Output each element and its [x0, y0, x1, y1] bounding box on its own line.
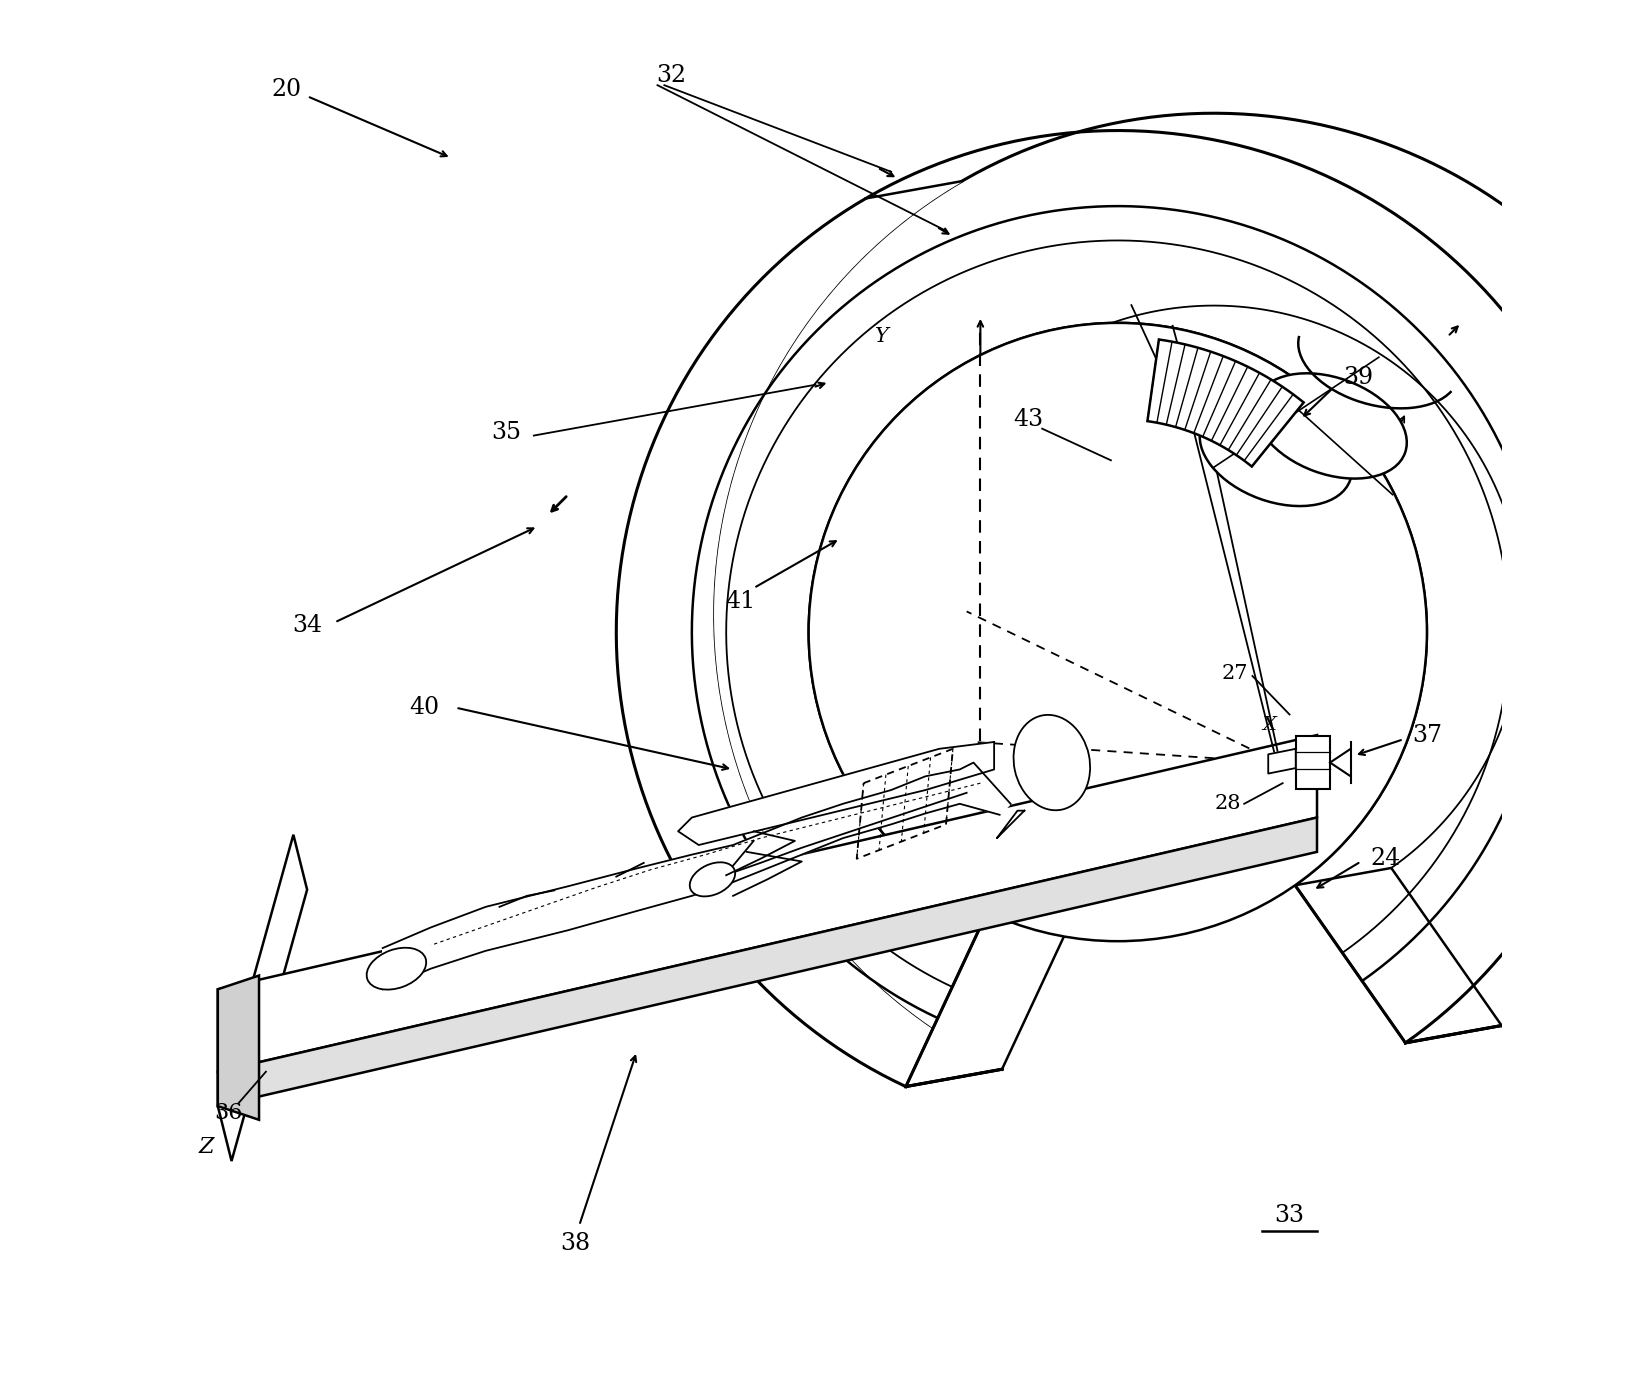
- Text: 40: 40: [409, 697, 438, 719]
- Text: 33: 33: [1273, 1205, 1304, 1227]
- Text: X: X: [1262, 716, 1275, 735]
- Text: 41: 41: [724, 591, 755, 613]
- Text: 38: 38: [559, 1232, 590, 1254]
- Text: 24: 24: [1369, 848, 1400, 870]
- Polygon shape: [1294, 868, 1501, 1043]
- Bar: [1294, 736, 1328, 789]
- Text: 28: 28: [1214, 794, 1240, 813]
- Text: 35: 35: [491, 422, 522, 444]
- Polygon shape: [996, 811, 1024, 838]
- Text: 27: 27: [1221, 664, 1247, 683]
- Text: 34: 34: [292, 614, 323, 636]
- Polygon shape: [616, 181, 1001, 1087]
- Polygon shape: [218, 834, 306, 1161]
- Polygon shape: [1148, 339, 1302, 467]
- Ellipse shape: [1253, 374, 1407, 478]
- Text: 20: 20: [271, 78, 302, 100]
- Ellipse shape: [1200, 401, 1351, 506]
- Text: 37: 37: [1412, 724, 1441, 746]
- Text: 36: 36: [215, 1102, 243, 1124]
- Polygon shape: [678, 742, 994, 845]
- Polygon shape: [383, 763, 1011, 989]
- Text: Z: Z: [199, 1136, 215, 1158]
- Text: 39: 39: [1343, 367, 1372, 389]
- Polygon shape: [218, 976, 259, 1120]
- Polygon shape: [218, 735, 1315, 1072]
- Polygon shape: [905, 894, 1082, 1087]
- Ellipse shape: [367, 948, 425, 989]
- Ellipse shape: [808, 323, 1426, 941]
- Polygon shape: [1268, 749, 1294, 774]
- Ellipse shape: [689, 863, 735, 896]
- Text: Y: Y: [874, 327, 888, 346]
- Text: 43: 43: [1012, 408, 1043, 430]
- Text: 32: 32: [655, 65, 686, 87]
- Ellipse shape: [1012, 714, 1089, 811]
- Polygon shape: [218, 818, 1315, 1106]
